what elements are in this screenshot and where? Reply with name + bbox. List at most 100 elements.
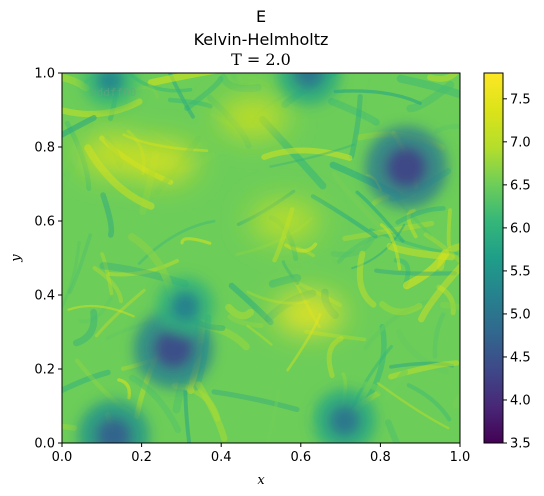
heatmap-high-regions [79,97,343,334]
colorbar-tick-label: 7.5 [510,92,531,107]
texture-filament [284,242,318,253]
y-axis-label: y [9,254,24,263]
texture-filament [351,223,406,270]
texture-filament [331,171,385,232]
texture-filament [184,76,224,112]
texture-filament [219,73,262,93]
colorbar-tick-label: 6.5 [510,178,531,193]
y-tick-label: 0.0 [34,437,55,452]
texture-filament [62,119,94,191]
colorbar [484,73,503,443]
texture-filament [100,252,114,296]
texture-filament [147,73,221,87]
texture-filament [94,288,146,338]
texture-filament [402,249,450,290]
texture-filament [384,419,401,443]
texture-filament [228,282,274,326]
texture-filament [92,266,124,304]
low-region [95,417,132,443]
y-tick-label: 0.2 [34,363,55,378]
x-axis: 0.0 0.2 0.4 0.6 0.8 1.0 [52,443,471,465]
heatmap-field [62,73,460,443]
texture-filament [180,237,212,245]
high-region [250,201,319,241]
texture-filament [62,98,143,118]
chart-title-line-2: Kelvin-Helmholtz [193,30,329,49]
texture-filament [67,233,93,295]
texture-filament [363,298,435,351]
texture-filament [107,258,180,277]
texture-filament [328,97,380,126]
colorbar-tick-label: 5.5 [510,264,531,279]
texture-filament [379,223,402,271]
texture-filament [326,336,344,379]
texture-filament [436,284,456,316]
texture-filament [330,235,375,258]
x-axis-label: x [257,473,265,488]
low-region [385,146,427,188]
texture-filament [378,300,423,316]
texture-filament [423,232,460,265]
texture-filament [363,77,372,122]
high-region [79,134,148,175]
texture-filament [355,190,405,243]
texture-filament [72,308,98,347]
texture-filament [183,389,192,443]
texture-filament [427,73,460,82]
texture-filament [195,381,228,442]
texture-filament [62,240,81,310]
texture-filament [269,143,356,168]
texture-filament [239,73,271,87]
plot-frame [61,72,461,444]
texture-filament [395,328,449,375]
texture-filament [268,274,302,288]
texture-filament [167,73,195,119]
texture-filament [246,324,273,346]
colorbar-tick-label: 4.5 [510,350,531,365]
texture-filament [333,89,422,105]
colorbar-tick-label: 6.0 [510,221,531,236]
texture-filament [434,123,460,134]
texture-filament [446,208,452,248]
low-region [170,291,201,321]
x-tick-label: 0.6 [290,450,311,465]
texture-filament [225,303,255,320]
x-tick-label: 1.0 [450,450,471,465]
texture-filament [439,301,460,311]
y-axis: 0.0 0.2 0.4 0.6 0.8 1.0 [34,67,62,452]
low-region [153,328,194,369]
texture-filament [356,381,387,398]
texture-filament [62,114,97,138]
texture-filament [356,250,377,308]
texture-filament [67,304,135,318]
x-tick-label: 0.4 [211,450,232,465]
texture-filament [117,378,131,400]
colorbar-frame [483,72,504,444]
heatmap-low-regions [77,73,448,443]
texture-filament [265,388,281,443]
chart-title-time: T = 2.0 [62,51,460,69]
texture-filament [406,208,418,239]
texture-filament [100,192,115,238]
texture-filament [62,369,111,394]
texture-filament [310,194,378,239]
y-tick-label: 0.4 [34,289,55,304]
colorbar-axis: 3.5 4.0 4.5 5.0 5.5 6.0 6.5 7.0 7.5 [503,92,531,452]
colorbar-tick-label: 7.0 [510,135,531,150]
x-tick-label: 0.0 [52,450,73,465]
texture-filament [374,268,458,276]
texture-filament [418,262,460,323]
colorbar-tick-label: 4.0 [510,393,531,408]
low-region [95,73,124,95]
texture-filament [261,147,353,161]
high-region [274,293,343,334]
chart-title-line-1: E [255,7,267,26]
time-label: T = 2.0 [231,50,291,69]
texture-filament [376,382,450,430]
texture-filament [386,242,456,261]
texture-filament [137,219,216,265]
texture-filament [62,423,78,431]
colorbar-tick-label: 3.5 [510,437,531,452]
texture-filament [167,97,213,109]
